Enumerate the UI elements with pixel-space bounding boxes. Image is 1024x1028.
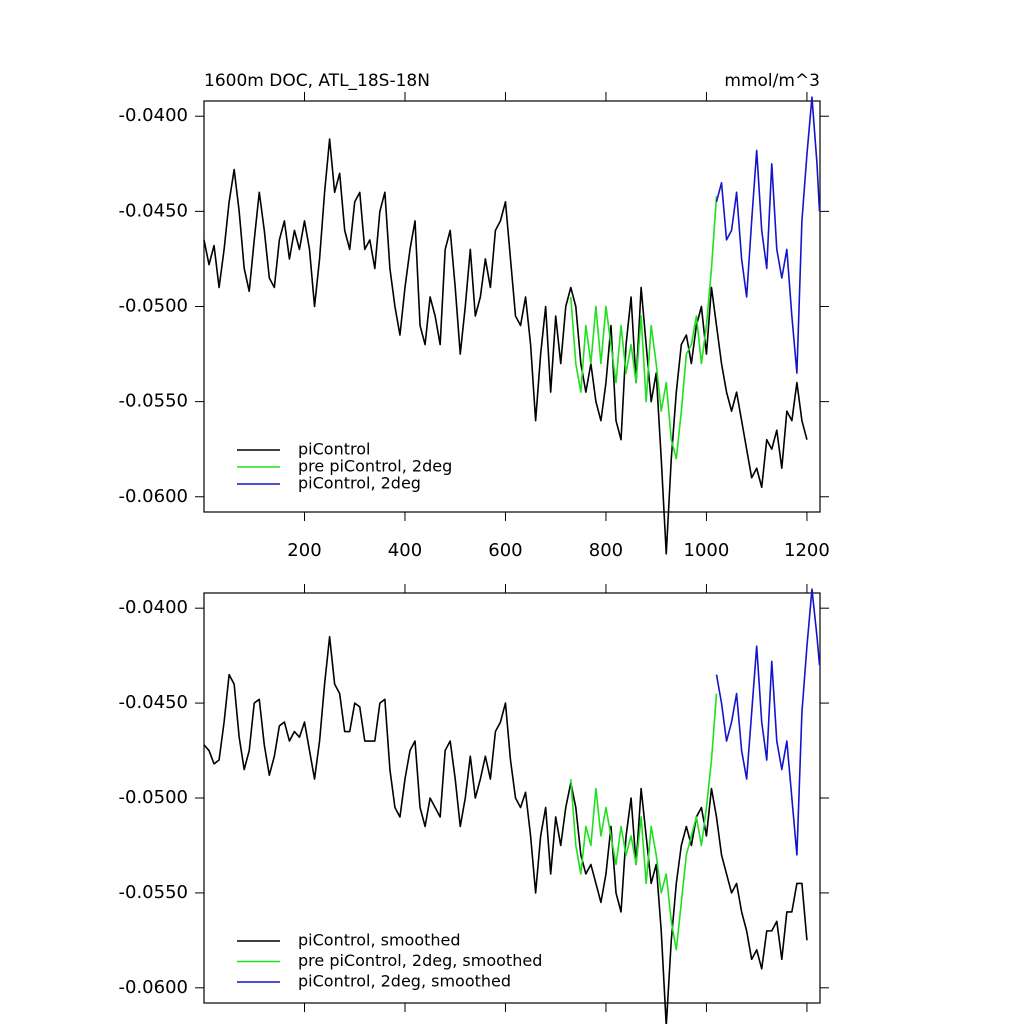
y-tick-label: -0.0400 — [119, 597, 188, 618]
y-tick-label: -0.0550 — [119, 882, 188, 903]
series-line — [715, 588, 821, 856]
chart-title: 1600m DOC, ATL_18S-18N — [204, 71, 430, 91]
series-line — [203, 635, 808, 1027]
y-tick-label: -0.0600 — [119, 486, 188, 507]
legend-label: piControl, 2deg, smoothed — [298, 972, 511, 991]
series-line — [569, 693, 718, 951]
x-tick-label: 800 — [589, 540, 623, 561]
x-tick-label: 1000 — [684, 540, 730, 561]
y-tick-label: -0.0450 — [119, 692, 188, 713]
legend-label: pre piControl, 2deg — [298, 457, 452, 476]
x-tick-label: 600 — [488, 540, 522, 561]
y-tick-label: -0.0450 — [119, 200, 188, 221]
x-tick-label: 200 — [287, 540, 321, 561]
y-tick-label: -0.0500 — [119, 296, 188, 317]
y-tick-label: -0.0600 — [119, 977, 188, 998]
legend-label: pre piControl, 2deg, smoothed — [298, 951, 542, 970]
x-tick-label: 1200 — [784, 540, 830, 561]
y-tick-label: -0.0550 — [119, 391, 188, 412]
x-tick-label: 400 — [388, 540, 422, 561]
y-tick-label: -0.0400 — [119, 105, 188, 126]
y-units: mmol/m^3 — [724, 71, 820, 91]
legend-label: piControl — [298, 440, 370, 459]
legend-label: piControl, smoothed — [298, 931, 461, 950]
series-line — [715, 96, 821, 374]
series-line — [569, 196, 718, 460]
y-tick-label: -0.0500 — [119, 787, 188, 808]
legend-label: piControl, 2deg — [298, 474, 421, 493]
series-line — [203, 138, 808, 555]
